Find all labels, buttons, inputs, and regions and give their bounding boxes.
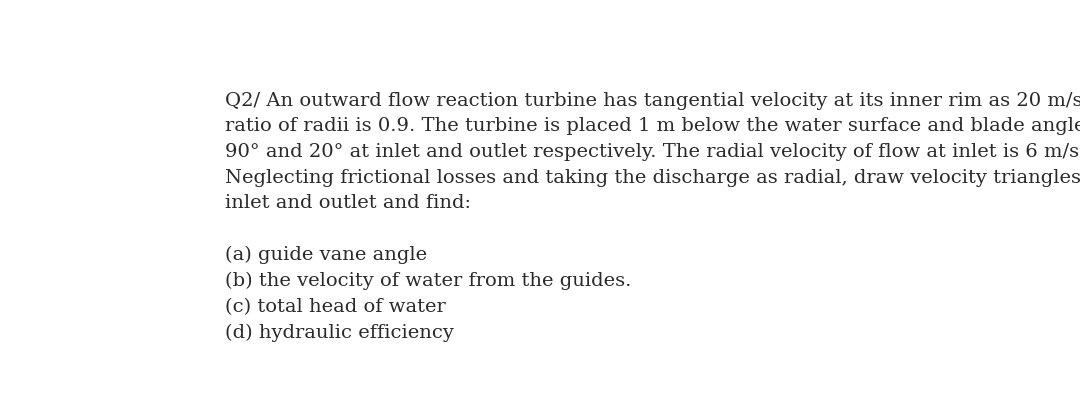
Text: Q2/ An outward flow reaction turbine has tangential velocity at its inner rim as: Q2/ An outward flow reaction turbine has… xyxy=(225,92,1080,342)
